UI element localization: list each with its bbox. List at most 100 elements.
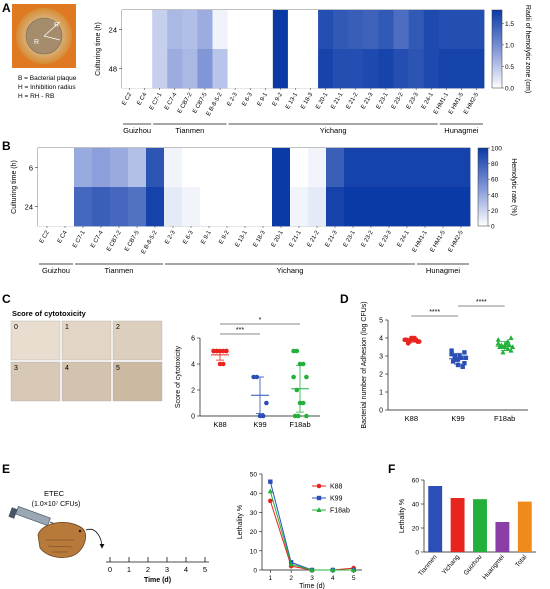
panel-letter-f: F [388, 462, 395, 476]
heatmap-cell [182, 148, 201, 188]
heatmap-cell [423, 49, 440, 89]
data-point [264, 400, 269, 406]
heatmap-cell [290, 148, 309, 188]
plot-d: 0 1 2 3 4 5 Bacterial number of Adhesion (log … [361, 299, 528, 429]
x-tick-label: E 23-3 [406, 91, 420, 110]
data-point [449, 348, 454, 353]
heatmap-cell [326, 187, 345, 227]
data-point [288, 561, 294, 567]
heatmap-cell [227, 49, 243, 89]
heatmap-cell [393, 10, 409, 50]
timeline-tick-label: 3 [165, 565, 169, 574]
etec-dose: (1.0×10⁷ CFUs) [32, 501, 81, 508]
x-tick-label: E 21-3 [361, 91, 375, 110]
heatmap-cell [272, 10, 289, 50]
heatmap-cell [362, 148, 381, 188]
y-tick-label: 50 [250, 472, 258, 479]
x-tick-label: E C2 [39, 229, 51, 244]
colorbar [491, 9, 503, 89]
heatmap-cell [74, 187, 93, 227]
x-tick-label: E 6-3 [182, 229, 195, 245]
heatmap-cell [122, 49, 138, 89]
data-point [260, 413, 266, 419]
x-tick-label: E 2-3 [226, 91, 239, 107]
plaque-rb-label: R [34, 39, 39, 46]
y-axis-label: Culturing time (h) [11, 160, 18, 214]
group-label: Yichang [277, 266, 304, 275]
heatmap-cell [110, 148, 129, 188]
x-tick-label: E B-8-5-2 [141, 229, 159, 255]
y-tick-label: 0 [253, 568, 257, 575]
bar [517, 501, 532, 552]
x-tick-label: Total [514, 553, 529, 568]
infection-schematic: ETEC (1.0×10⁷ CFUs) 0 1 2 3 4 5 Time (d) [8, 489, 209, 584]
heatmap-cell [110, 187, 129, 227]
heatmap-cell [164, 148, 183, 188]
x-tick-label: E 20-1 [271, 229, 285, 248]
data-point [495, 337, 501, 342]
x-tick-label: E HM2-5 [463, 91, 480, 115]
heatmap-cell [254, 187, 273, 227]
data-point [309, 567, 315, 572]
x-tick-label: E 20-1 [315, 91, 329, 110]
plot-f: 0 20 40 60 Lethality % Tianmen Yichang GuizhouH… [399, 478, 536, 581]
x-tick-label: E 9-2 [218, 229, 231, 245]
data-point [462, 350, 467, 355]
x-tick-label: E 13-1 [235, 229, 249, 248]
heatmap-cell [290, 187, 309, 227]
y-tick-label: 40 [412, 502, 420, 509]
colorbar-tick-label: 60 [491, 177, 499, 184]
bar [428, 486, 443, 552]
heatmap-cell [308, 148, 327, 188]
colorbar-label: Hemolytic rate (%) [510, 158, 517, 216]
x-tick-label: Yichang [441, 553, 462, 576]
x-tick-label: K99 [253, 420, 266, 429]
heatmap-cell [378, 10, 394, 50]
heatmap-cell [236, 187, 255, 227]
x-tick-label: F18ab [289, 420, 310, 429]
heatmap-cell [416, 148, 435, 188]
colorbar-tick-label: 20 [491, 208, 499, 215]
x-tick-label: E C7-1 [149, 91, 164, 111]
x-tick-label: E 2-3 [164, 229, 177, 245]
heatmap-cell [146, 148, 165, 188]
x-tick-label: E C7-1 [72, 229, 87, 249]
heatmap-cell [257, 10, 274, 50]
heatmap-cell [212, 10, 228, 50]
x-tick-label: 2 [289, 575, 293, 582]
x-tick-label: Tianmen [417, 554, 439, 578]
heatmap-cell [398, 187, 417, 227]
x-tick-label: E 9-1 [200, 229, 213, 245]
heatmap-cell [363, 49, 379, 89]
x-tick-label: 1 [269, 575, 273, 582]
timeline-tick-label: 0 [108, 565, 112, 574]
group-label: Tianmen [105, 266, 134, 275]
y-axis-label: Culturing time (h) [95, 22, 102, 76]
y-tick-label: 24 [25, 203, 33, 212]
data-point [460, 364, 465, 369]
data-point [268, 479, 273, 484]
data-point [452, 353, 457, 359]
heatmap-cell [182, 49, 198, 89]
x-tick-label: E 21-1 [330, 91, 344, 110]
y-tick-label: 10 [250, 548, 258, 555]
plaque-legend-line-3: H = RH - RB [18, 93, 54, 100]
heatmap-cell [200, 187, 219, 227]
y-tick-label: 24 [109, 26, 117, 35]
x-tick-label: E 18-3 [300, 91, 314, 110]
etec-label: ETEC [44, 489, 65, 498]
panel-letter-e: E [2, 462, 10, 476]
legend-marker [316, 495, 322, 501]
heatmap-cell [92, 187, 111, 227]
significance-label: * [259, 317, 262, 324]
x-tick-label: E C7-4 [90, 229, 105, 249]
data-point [267, 488, 273, 494]
cytotoxicity-image [10, 320, 61, 361]
y-tick-label: 6 [191, 336, 195, 343]
plot-e: 0 10 20 30 40 50 1 2 3 4 5 Time (d) Lethality % K88 K9… [237, 472, 362, 589]
heatmap-cell [128, 187, 147, 227]
heatmap-cell [348, 10, 364, 50]
x-tick-label: K88 [405, 414, 418, 423]
y-tick-label: 20 [250, 529, 258, 536]
